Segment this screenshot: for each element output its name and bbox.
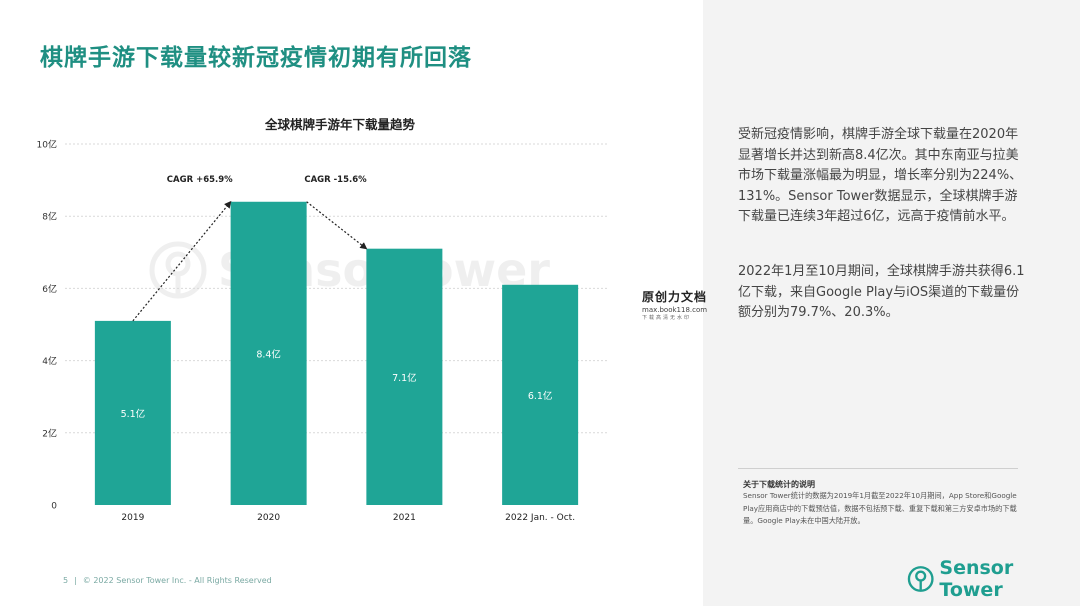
- note-divider: [738, 468, 1018, 469]
- x-tick-label: 2021: [393, 513, 416, 523]
- y-tick-label: 8亿: [42, 211, 57, 223]
- sensor-tower-watermark-icon: [149, 241, 207, 299]
- body-paragraph-2: 2022年1月至10月期间，全球棋牌手游共获得6.1亿下载，来自Google P…: [738, 264, 1025, 320]
- bar-value-label: 6.1亿: [528, 390, 553, 402]
- bar: [230, 201, 307, 505]
- y-tick-label: 2亿: [42, 427, 57, 439]
- page-title: 棋牌手游下载量较新冠疫情初期有所回落: [40, 45, 472, 71]
- cagr-arrow: [306, 201, 368, 250]
- y-tick-label: 0: [51, 502, 57, 512]
- page-number: 5: [63, 576, 69, 585]
- footer: 5 | © 2022 Sensor Tower Inc. - All Rights …: [63, 576, 272, 585]
- cagr-label: CAGR +65.9%: [167, 175, 233, 185]
- cagr-arrow: [132, 200, 232, 322]
- y-tick-label: 10亿: [37, 139, 57, 151]
- bar-value-label: 8.4亿: [256, 348, 281, 360]
- bar: [502, 284, 579, 505]
- watermark-subtitle: 下载高清无水印: [642, 315, 692, 321]
- body-paragraph-1: 受新冠疫情影响，棋牌手游全球下载量在2020年显著增长并达到新高8.4亿次。其中…: [738, 127, 1023, 224]
- watermark-title: 原创力文档: [642, 290, 708, 304]
- bar-value-label: 5.1亿: [121, 408, 146, 420]
- sensor-tower-logo: Sensor Tower: [907, 557, 1080, 601]
- watermark-url: max.book118.com: [642, 306, 708, 314]
- bar: [94, 320, 171, 505]
- sensor-tower-logo-icon: [907, 566, 934, 592]
- x-tick-label: 2022 Jan. - Oct.: [505, 513, 575, 523]
- logo-text: Sensor Tower: [939, 557, 1014, 601]
- side-panel: [703, 0, 1080, 606]
- x-tick-label: 2019: [121, 513, 144, 523]
- doc-watermark: 原创力文档 max.book118.com 下载高清无水印: [642, 288, 707, 321]
- y-tick-label: 6亿: [42, 283, 57, 295]
- chart-title: 全球棋牌手游年下载量趋势: [264, 117, 415, 132]
- bar: [366, 248, 443, 505]
- copyright: © 2022 Sensor Tower Inc. - All Rights Re…: [82, 576, 272, 585]
- bar-value-label: 7.1亿: [392, 372, 417, 384]
- y-tick-label: 4亿: [42, 355, 57, 367]
- note-title: 关于下载统计的说明: [743, 480, 815, 489]
- note-body: Sensor Tower统计的数据为2019年1月截至2022年10月期间，Ap…: [743, 491, 1017, 525]
- footer-separator: |: [74, 576, 77, 585]
- cagr-label: CAGR -15.6%: [304, 175, 367, 185]
- x-tick-label: 2020: [257, 513, 280, 523]
- bar-chart: 0 2亿 4亿 6亿 8亿 10亿 5.1亿 2019 8.4亿 2020 7.1亿 2021 6.1亿…: [37, 139, 608, 523]
